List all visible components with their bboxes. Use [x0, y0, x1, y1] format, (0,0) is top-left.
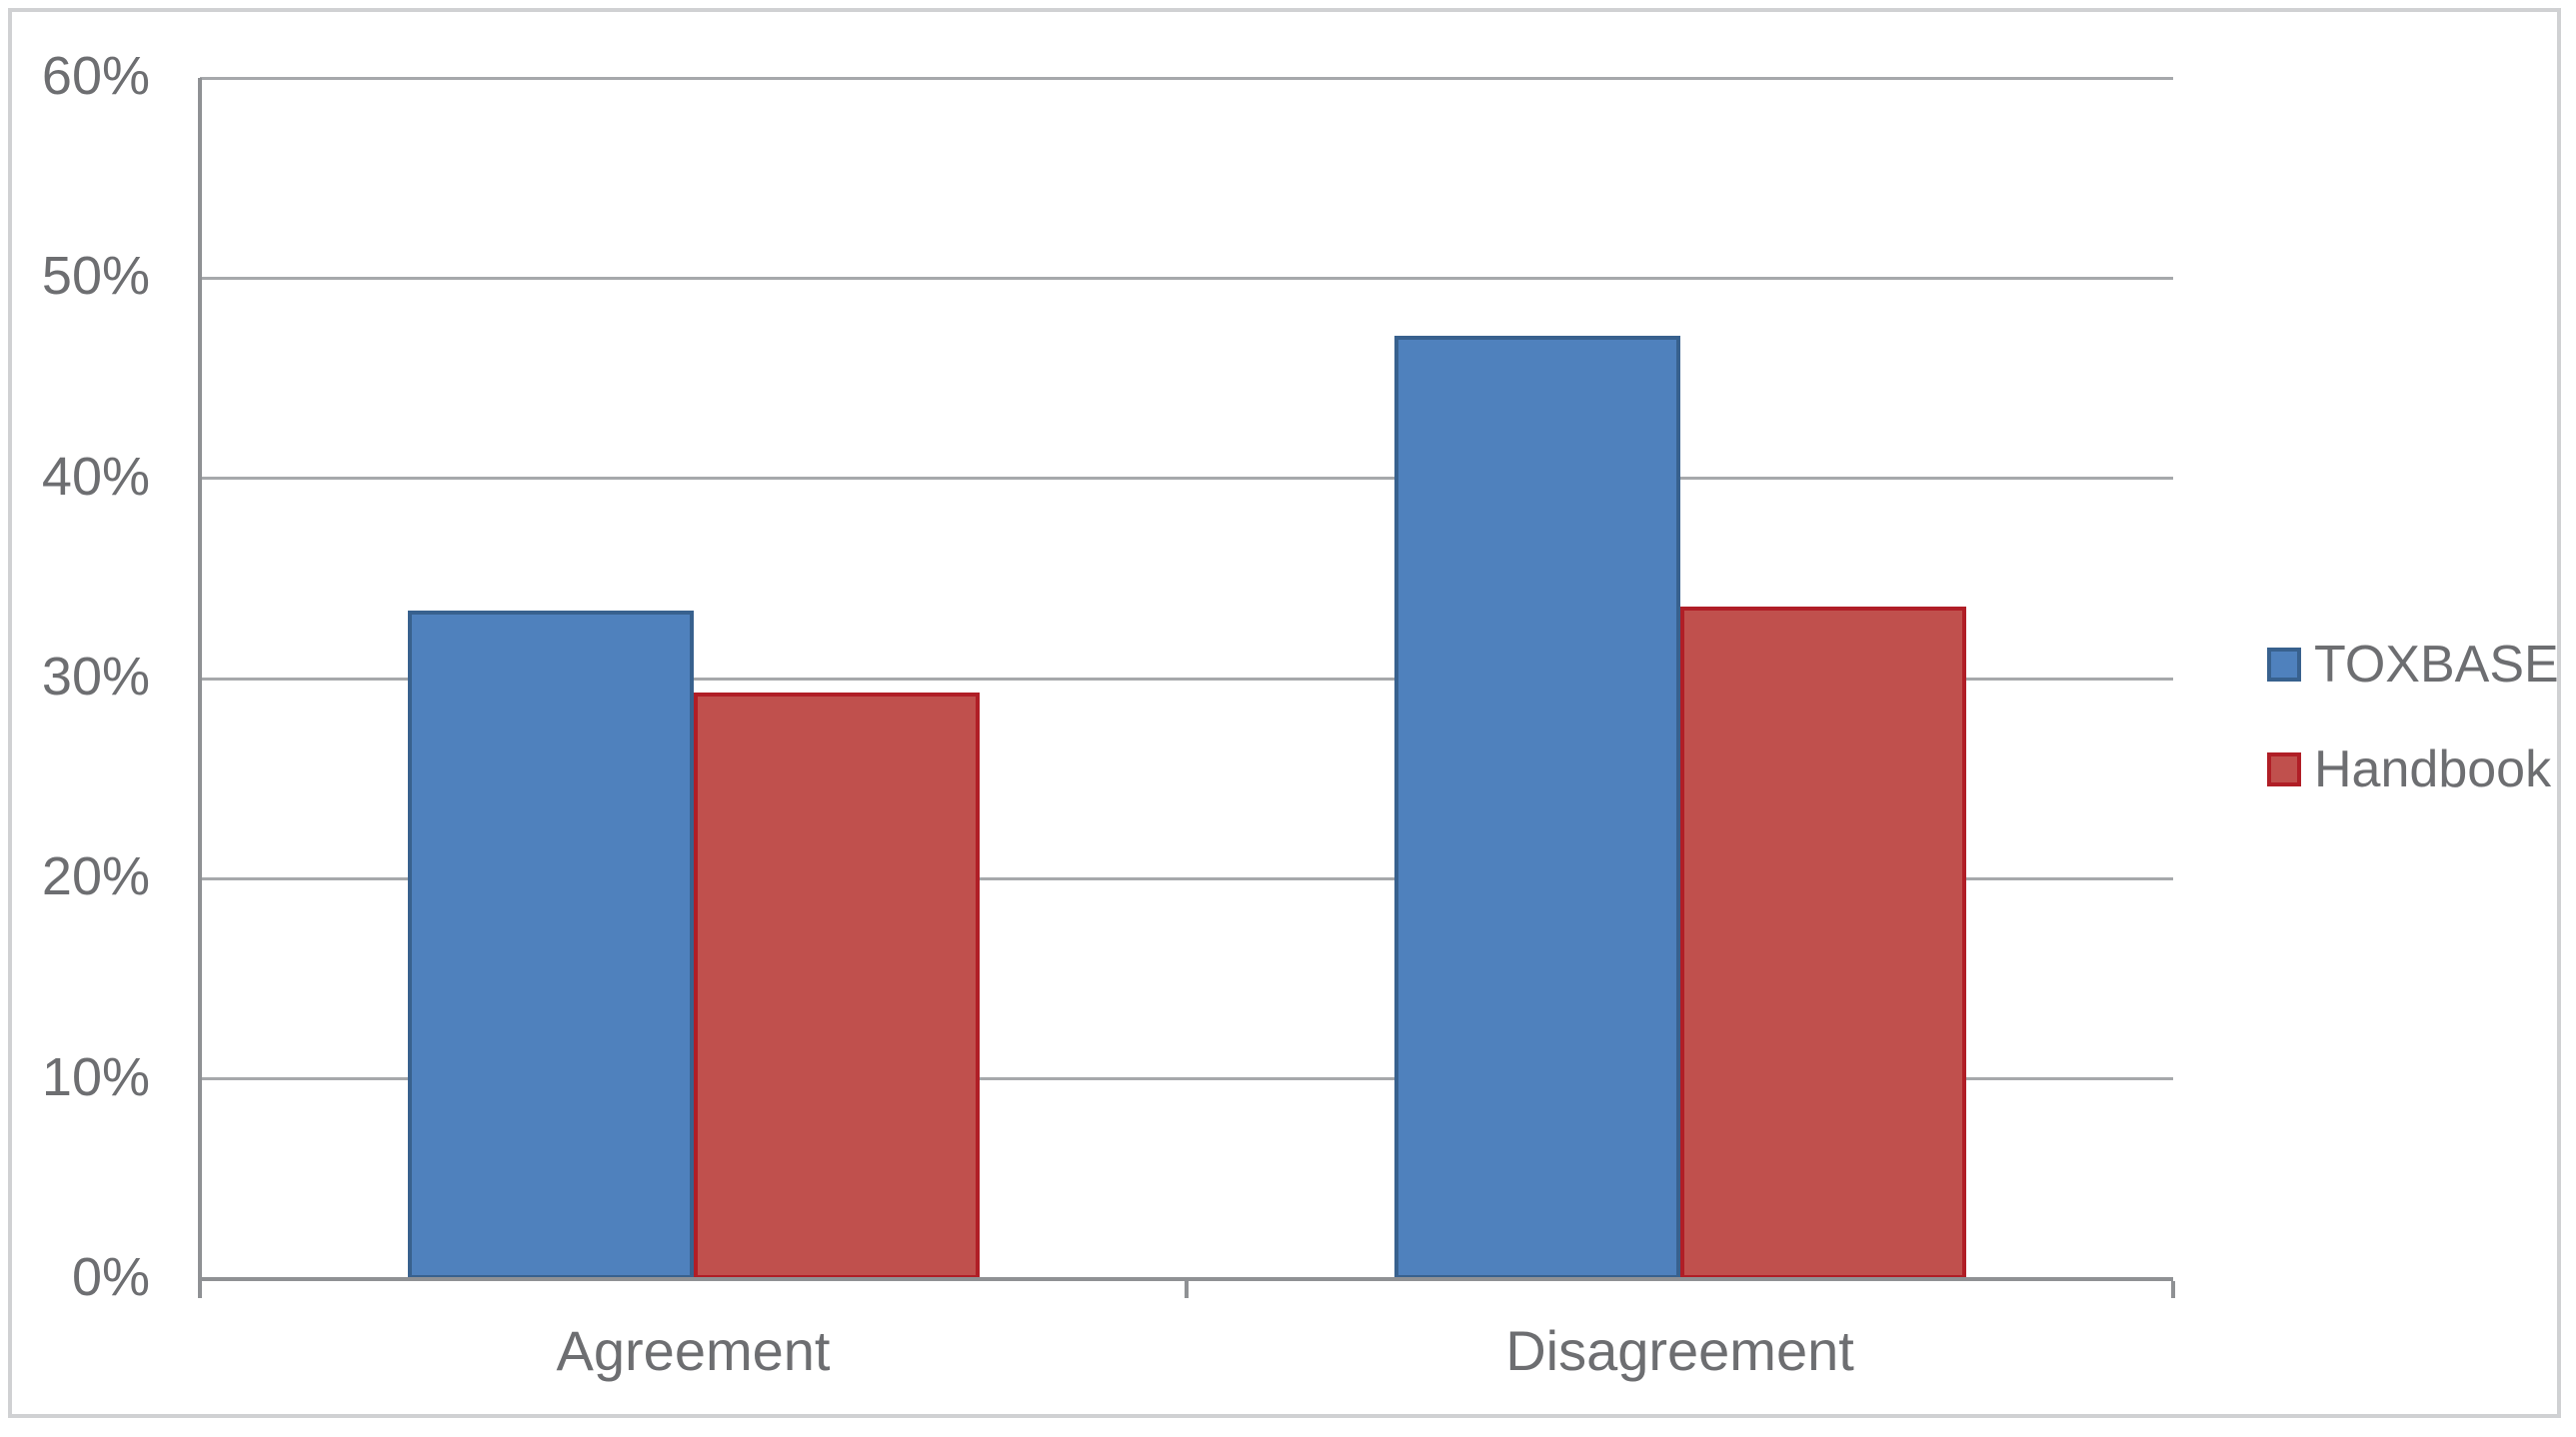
x-axis-label-disagreement: Disagreement	[1505, 1319, 1854, 1382]
x-axis-label-agreement: Agreement	[556, 1319, 831, 1382]
y-axis-label-20: 20%	[41, 846, 150, 907]
legend-swatch-icon	[2267, 752, 2301, 786]
y-gridline-40	[200, 477, 2173, 481]
y-axis-label-30: 30%	[41, 646, 150, 707]
plot-area	[198, 76, 2175, 1298]
bar-disagreement-toxbase	[1393, 336, 1680, 1279]
y-axis-label-0: 0%	[71, 1246, 150, 1307]
y-axis-label-40: 40%	[41, 446, 150, 507]
y-axis-line	[198, 78, 202, 1298]
x-axis-tick	[1185, 1281, 1189, 1298]
bar-agreement-handbook	[693, 693, 980, 1279]
y-gridline-50	[200, 276, 2173, 280]
bar-agreement-toxbase	[407, 610, 694, 1279]
legend-label: Handbook	[2314, 740, 2552, 798]
legend-label: TOXBASE	[2314, 636, 2559, 694]
x-axis-tick	[198, 1281, 202, 1298]
y-axis-label-60: 60%	[41, 45, 150, 106]
legend-entry-handbook: Handbook	[2267, 743, 2551, 795]
y-axis-label-50: 50%	[41, 246, 150, 307]
y-gridline-30	[200, 677, 2173, 681]
legend-swatch-icon	[2267, 648, 2301, 682]
legend-entry-toxbase: TOXBASE	[2267, 639, 2559, 691]
y-gridline-20	[200, 876, 2173, 880]
x-axis-tick	[2171, 1281, 2175, 1298]
y-axis-label-10: 10%	[41, 1046, 150, 1107]
y-gridline-60	[200, 76, 2173, 80]
bar-disagreement-handbook	[1679, 606, 1966, 1279]
y-gridline-10	[200, 1077, 2173, 1081]
x-axis-line	[198, 1277, 2173, 1281]
